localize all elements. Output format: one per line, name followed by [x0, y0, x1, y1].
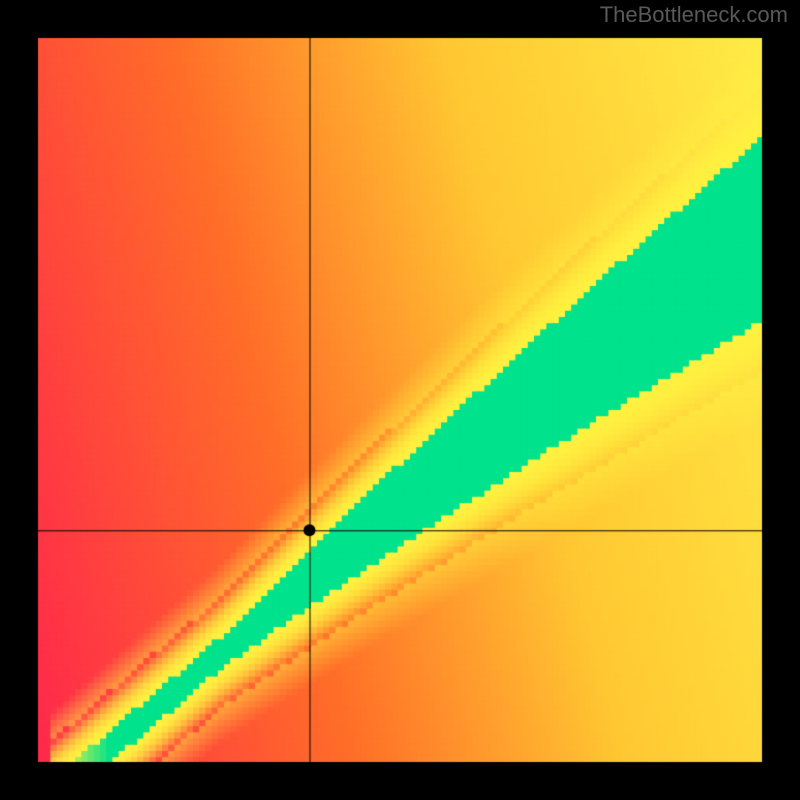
figure-container: TheBottleneck.com: [0, 0, 800, 800]
watermark-text: TheBottleneck.com: [600, 2, 788, 28]
heatmap-canvas: [0, 0, 800, 800]
